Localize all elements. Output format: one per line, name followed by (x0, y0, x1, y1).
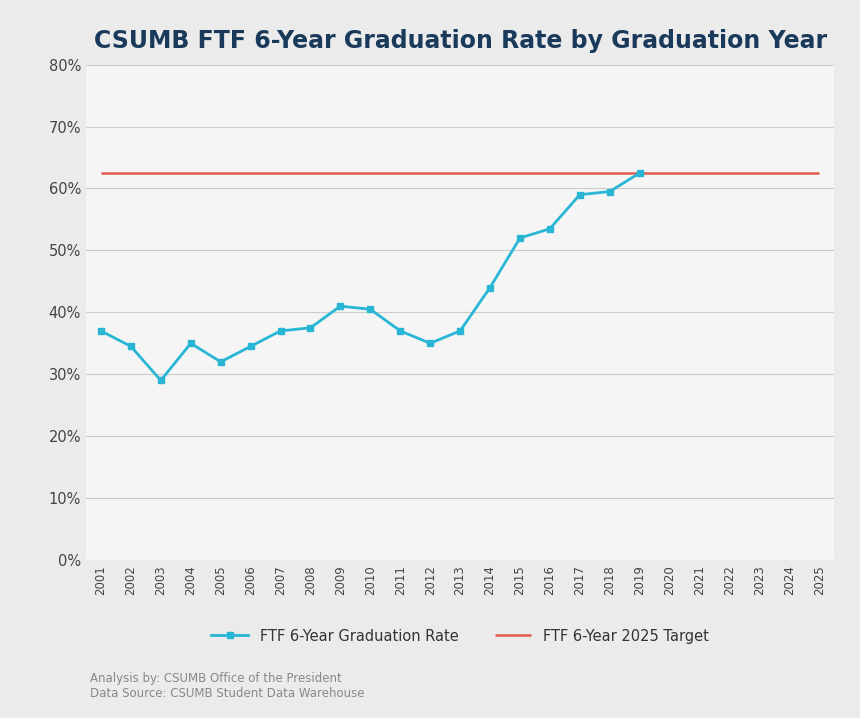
FTF 6-Year Graduation Rate (605, 187, 615, 196)
FTF 6-Year Graduation Rate (485, 284, 495, 292)
FTF 6-Year Graduation Rate (335, 302, 346, 310)
FTF 6-Year Graduation Rate (126, 342, 136, 350)
FTF 6-Year Graduation Rate (544, 225, 555, 233)
Line: FTF 6-Year Graduation Rate: FTF 6-Year Graduation Rate (97, 169, 643, 384)
FTF 6-Year Graduation Rate (366, 305, 376, 314)
Title: CSUMB FTF 6-Year Graduation Rate by Graduation Year: CSUMB FTF 6-Year Graduation Rate by Grad… (94, 29, 826, 53)
FTF 6-Year Graduation Rate (305, 324, 316, 332)
FTF 6-Year Graduation Rate (95, 327, 106, 335)
FTF 6-Year Graduation Rate (395, 327, 405, 335)
FTF 6-Year Graduation Rate (275, 327, 286, 335)
FTF 6-Year Graduation Rate (425, 339, 435, 348)
FTF 6-Year Graduation Rate (245, 342, 255, 350)
FTF 6-Year Graduation Rate (156, 376, 166, 385)
FTF 6-Year Graduation Rate (216, 358, 226, 366)
FTF 6-Year Graduation Rate (515, 234, 525, 243)
Legend: FTF 6-Year Graduation Rate, FTF 6-Year 2025 Target: FTF 6-Year Graduation Rate, FTF 6-Year 2… (206, 623, 715, 649)
Text: Analysis by: CSUMB Office of the President
Data Source: CSUMB Student Data Wareh: Analysis by: CSUMB Office of the Preside… (90, 672, 365, 700)
FTF 6-Year Graduation Rate (186, 339, 196, 348)
FTF 6-Year Graduation Rate (635, 169, 645, 177)
FTF 6-Year Graduation Rate (455, 327, 465, 335)
FTF 6-Year Graduation Rate (574, 190, 585, 199)
